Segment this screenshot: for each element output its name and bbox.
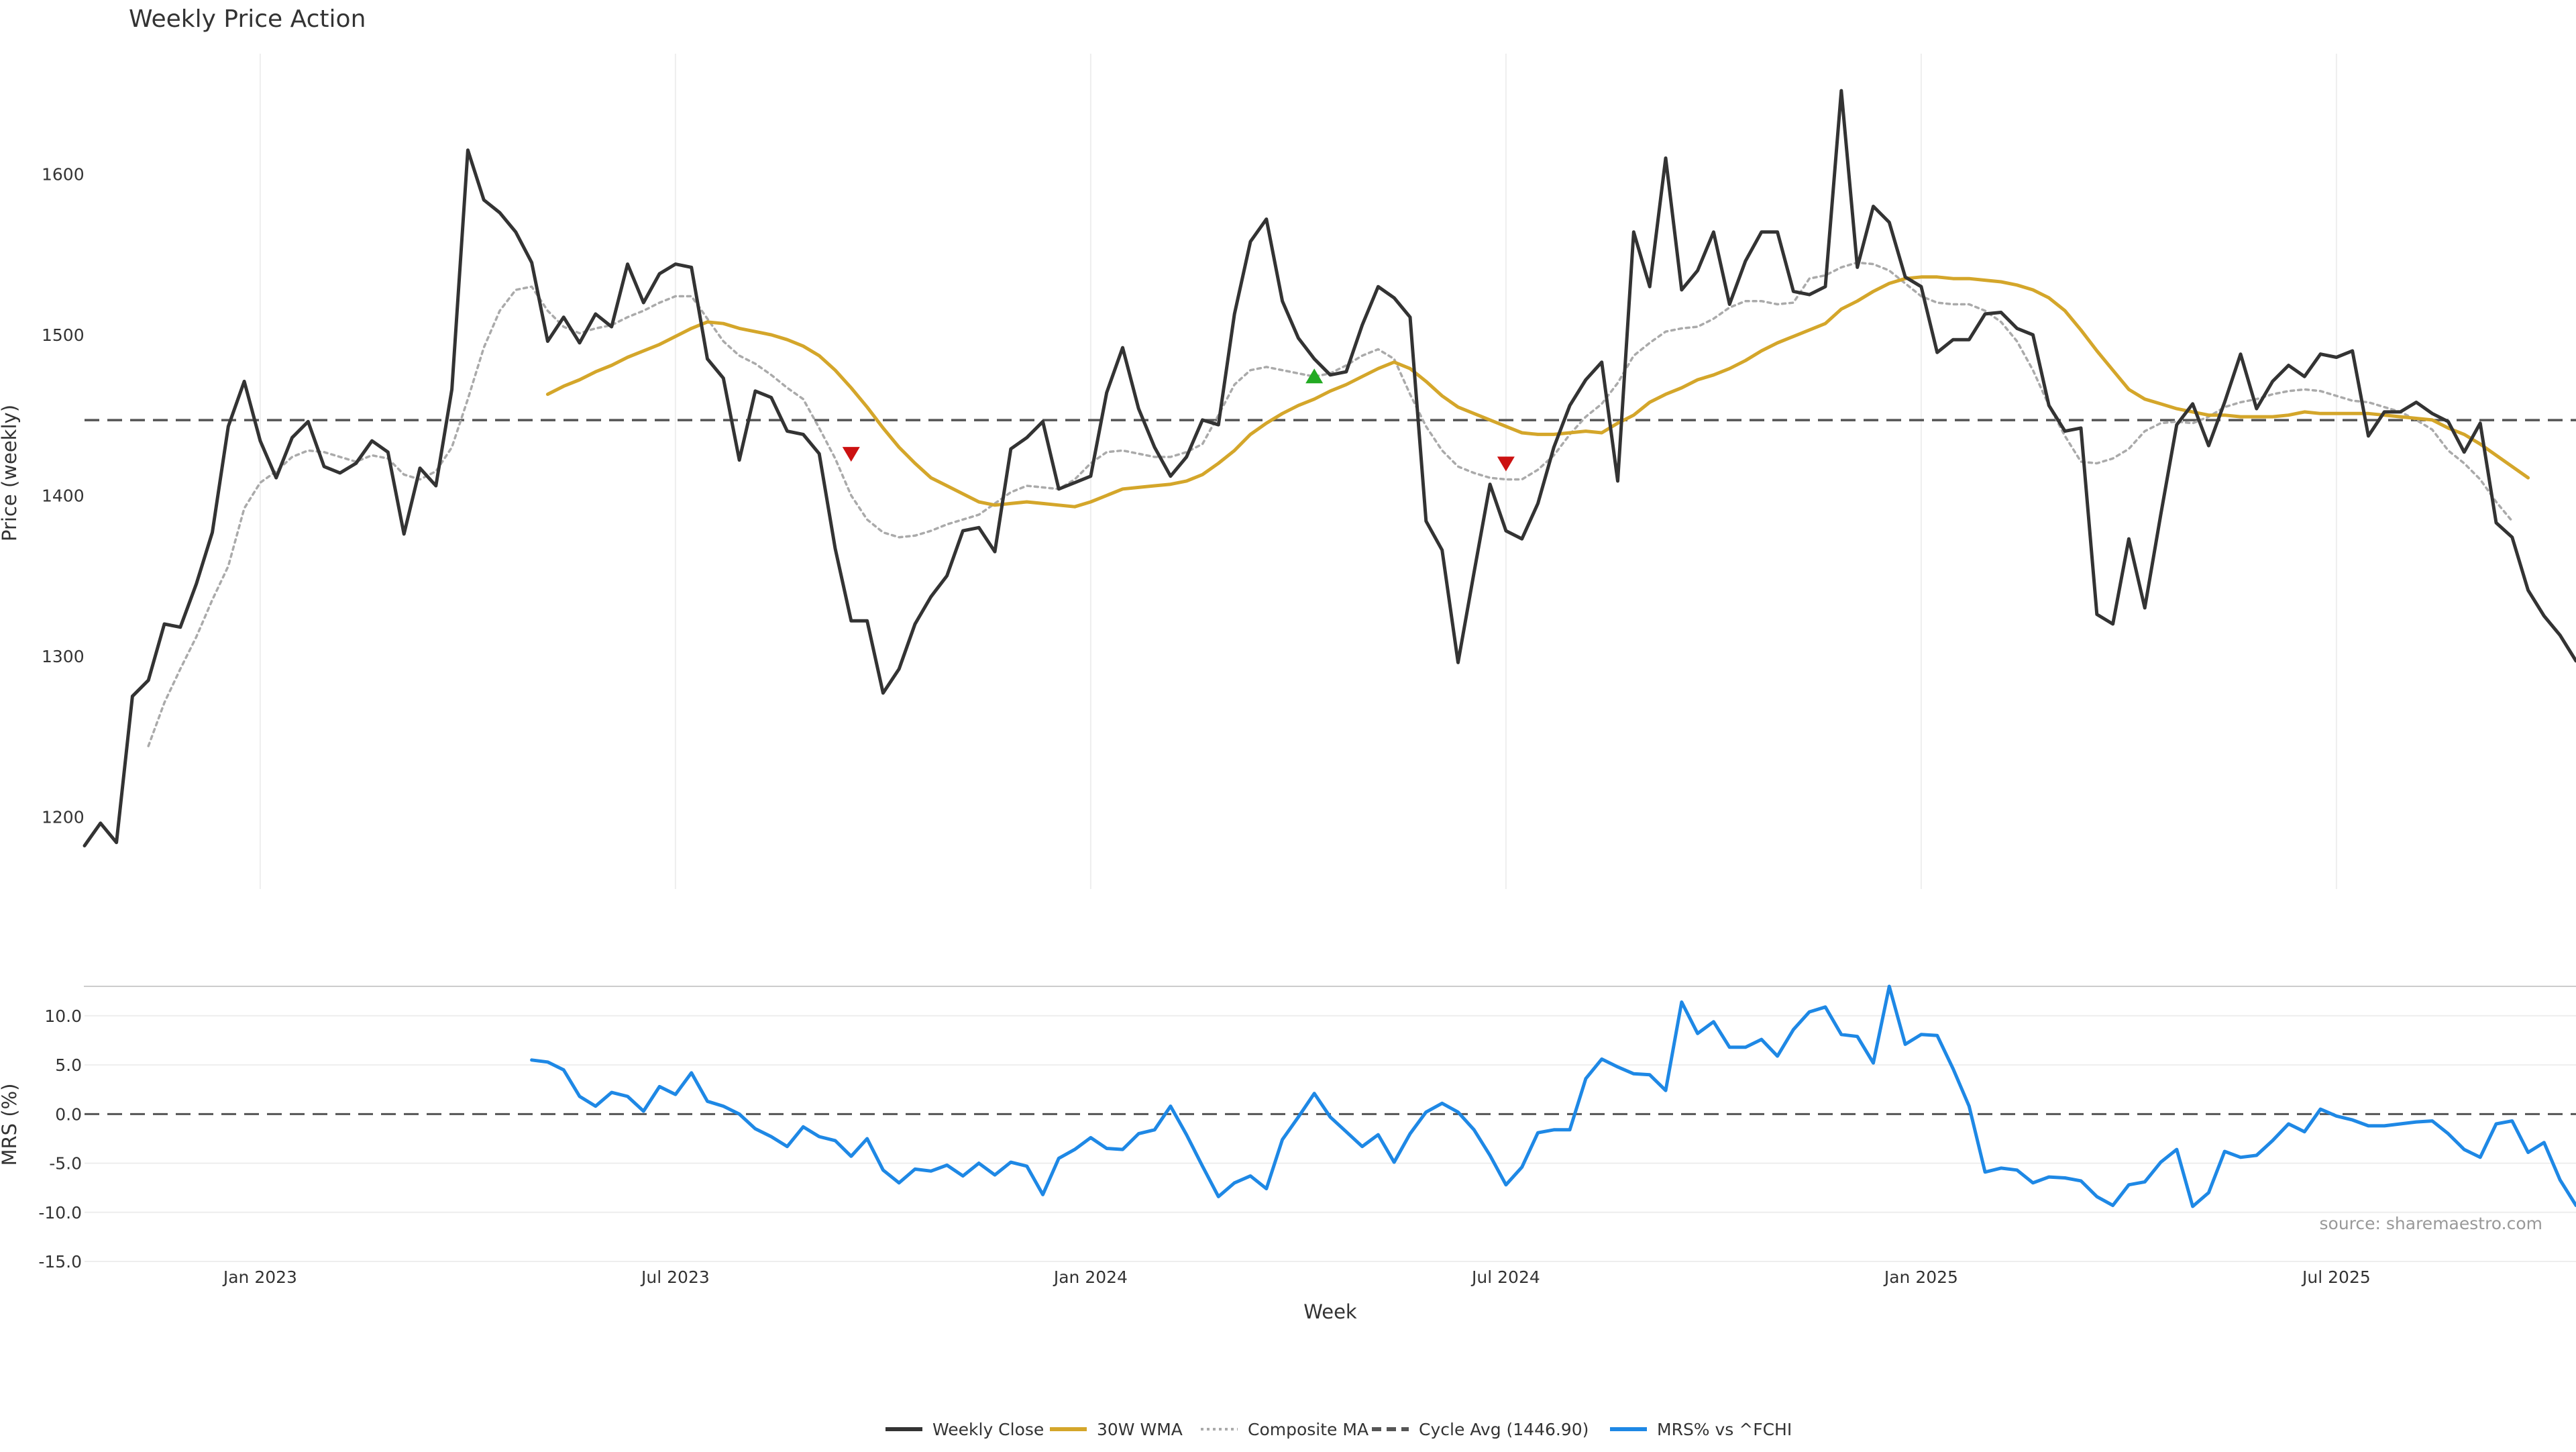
legend-label: Cycle Avg (1446.90) <box>1419 1420 1589 1439</box>
legend-item-mrs-vs-fchi: MRS% vs ^FCHI <box>1610 1420 1792 1439</box>
legend-item-composite-ma: Composite MA <box>1201 1420 1368 1439</box>
legend-label: Weekly Close <box>932 1420 1044 1439</box>
legend-label: 30W WMA <box>1097 1420 1183 1439</box>
x-axis-ticks: Jan 2023 Jul 2023 Jan 2024 Jul 2024 Jan 2025… <box>222 1267 2371 1287</box>
price-y-tick: 1600 <box>42 165 85 185</box>
mrs-grid <box>85 1015 2576 1262</box>
mrs-y-tick: -15.0 <box>38 1252 82 1272</box>
legend-item-30w-wma: 30W WMA <box>1050 1420 1183 1439</box>
mrs-y-tick: 5.0 <box>55 1055 82 1075</box>
mrs-y-label: MRS (%) <box>0 1084 21 1166</box>
sell-signal-marker <box>842 447 860 462</box>
mrs-panel: -15.0 -10.0 -5.0 0.0 5.0 10.0 <box>38 984 2576 1272</box>
mrs-y-tick: 10.0 <box>44 1006 82 1026</box>
mrs-line <box>530 984 2576 1208</box>
legend-item-weekly-close: Weekly Close <box>885 1420 1044 1439</box>
price-y-ticks: 1200 1300 1400 1500 1600 <box>42 165 85 827</box>
mrs-y-tick: 0.0 <box>55 1104 82 1124</box>
price-series <box>83 89 2576 847</box>
sell-signal-marker <box>1497 456 1515 472</box>
mrs-y-tick: -5.0 <box>49 1154 82 1174</box>
chart-title: Weekly Price Action <box>129 5 366 33</box>
price-y-tick: 1500 <box>42 325 85 345</box>
price-y-tick: 1200 <box>42 807 85 827</box>
mrs-y-ticks: -15.0 -10.0 -5.0 0.0 5.0 10.0 <box>38 1006 82 1272</box>
price-y-tick: 1300 <box>42 647 85 666</box>
price-y-label: Price (weekly) <box>0 405 21 541</box>
x-tick-label: Jan 2023 <box>222 1267 297 1287</box>
30w-wma-line <box>545 275 2530 509</box>
mrs-series <box>85 984 2576 1208</box>
price-panel: 1200 1300 1400 1500 1600 <box>42 54 2576 889</box>
legend-label: Composite MA <box>1248 1420 1368 1439</box>
legend-label: MRS% vs ^FCHI <box>1657 1420 1792 1439</box>
legend-item-cycle-avg-1446-90: Cycle Avg (1446.90) <box>1372 1420 1589 1439</box>
price-signals <box>842 368 1515 472</box>
x-tick-label: Jul 2025 <box>2301 1267 2371 1287</box>
mrs-y-tick: -10.0 <box>38 1203 82 1223</box>
source-note: source: sharemaestro.com <box>2320 1214 2543 1233</box>
x-axis-label: Week <box>1303 1300 1357 1323</box>
price-y-tick: 1400 <box>42 486 85 505</box>
weekly-close-line <box>83 89 2576 847</box>
x-tick-label: Jul 2024 <box>1470 1267 1540 1287</box>
x-tick-label: Jan 2024 <box>1053 1267 1128 1287</box>
buy-signal-marker <box>1305 368 1324 384</box>
legend: Weekly Close 30W WMA Composite MA Cycle Avg… <box>885 1420 1792 1439</box>
x-tick-label: Jul 2023 <box>640 1267 710 1287</box>
x-tick-label: Jan 2025 <box>1883 1267 1958 1287</box>
